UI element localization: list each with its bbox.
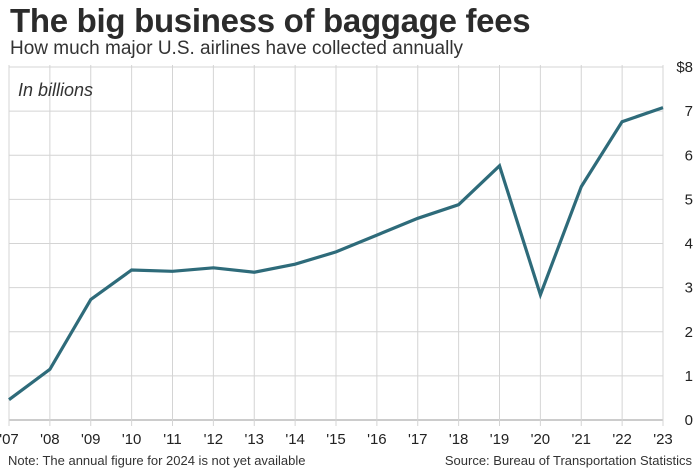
y-tick-label: $8 (676, 59, 693, 76)
y-tick-label: 0 (685, 412, 693, 429)
x-tick-label: '19 (490, 431, 510, 448)
y-tick-label: 3 (685, 280, 693, 297)
x-tick-label: '17 (408, 431, 428, 448)
y-tick-label: 7 (685, 103, 693, 120)
x-tick-label: '13 (244, 431, 264, 448)
series-layer (8, 106, 664, 401)
y-tick-label: 2 (685, 324, 693, 341)
grid-layer (8, 65, 664, 426)
x-tick-label: '16 (367, 431, 387, 448)
x-tick-label: '23 (653, 431, 673, 448)
x-tick-label: '10 (122, 431, 142, 448)
x-tick-label: '09 (81, 431, 101, 448)
x-tick-label: '08 (40, 431, 60, 448)
footnote: Note: The annual figure for 2024 is not … (8, 453, 306, 468)
x-tick-label: '22 (612, 431, 632, 448)
x-tick-label: '11 (163, 431, 181, 448)
y-tick-label: 1 (685, 368, 693, 385)
x-tick-label: '18 (449, 431, 469, 448)
x-tick-label: '15 (326, 431, 346, 448)
y-tick-label: 5 (685, 191, 693, 208)
axis-layer: 0 1 2 3 4 5 6 7 $8 '07 '08 '09 '10 '11 '12 '13 '14 '15 '16… (0, 59, 693, 448)
chart-title: The big business of baggage fees (10, 2, 531, 39)
y-tick-label: 6 (685, 147, 693, 164)
x-tick-label: '12 (204, 431, 224, 448)
y-tick-label: 4 (685, 236, 693, 253)
x-tick-label: '14 (285, 431, 305, 448)
chart-subtitle: How much major U.S. airlines have collec… (10, 38, 464, 59)
x-tick-label: '07 (0, 431, 19, 448)
source-note: Source: Bureau of Transportation Statist… (444, 453, 692, 468)
x-tick-label: '20 (531, 431, 551, 448)
x-tick-label: '21 (571, 431, 591, 448)
unit-label: In billions (18, 80, 93, 100)
